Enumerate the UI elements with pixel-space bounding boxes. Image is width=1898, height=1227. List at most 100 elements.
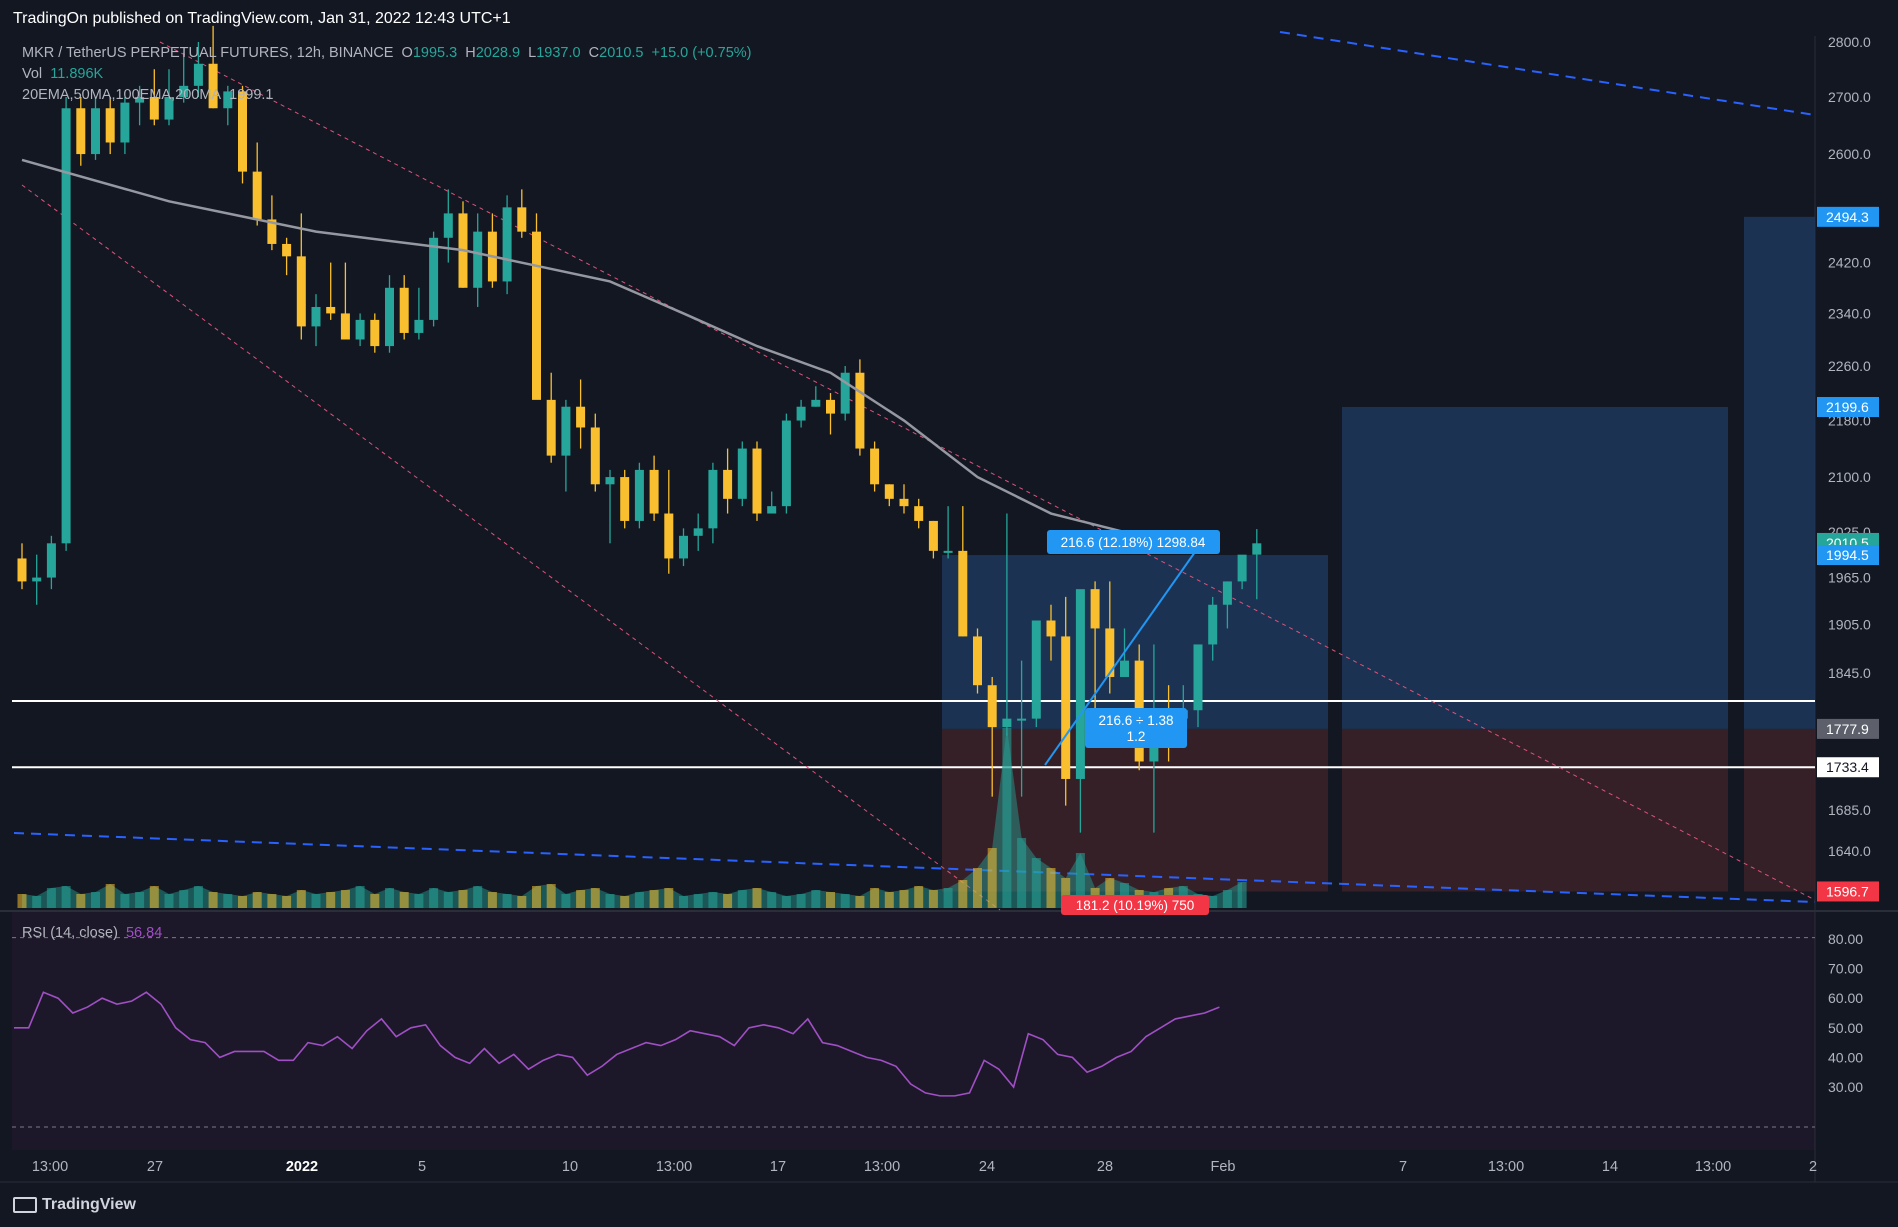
candle-body: [532, 231, 541, 400]
volume-bar: [576, 890, 586, 908]
rsi-tick: 30.00: [1828, 1079, 1863, 1095]
time-tick: 10: [562, 1159, 578, 1175]
volume-bar: [487, 892, 497, 908]
volume-bar: [987, 848, 997, 908]
price-tick: 1905.0: [1828, 616, 1871, 632]
candle-body: [91, 108, 100, 155]
volume-bar: [1061, 878, 1071, 908]
candle-body: [238, 91, 247, 172]
volume-bar: [737, 890, 747, 908]
dashed-resistance-line: [1279, 31, 1816, 116]
candle-body: [752, 448, 762, 514]
target-label-box: [1047, 530, 1220, 554]
publish-info: TradingOn published on TradingView.com, …: [13, 10, 511, 27]
candle-body: [473, 231, 483, 288]
volume-bar: [605, 894, 615, 908]
candle-body: [914, 506, 924, 521]
volume-bar: [164, 894, 174, 908]
candle-body: [546, 399, 556, 456]
candle-body: [76, 108, 86, 155]
vol-value: 11.896K: [50, 66, 104, 82]
volume-bar: [811, 890, 821, 908]
candle-body: [32, 577, 42, 582]
open-value: 1995.3: [412, 45, 458, 61]
candle-body: [149, 97, 159, 120]
candle-body: [561, 406, 571, 456]
volume-bar: [385, 888, 394, 908]
rsi-tick: 50.00: [1828, 1020, 1863, 1036]
volume-bar: [46, 888, 56, 908]
volume-bar: [693, 894, 703, 908]
candle-body: [135, 97, 145, 103]
candle-body: [517, 207, 527, 232]
volume-bar: [928, 890, 938, 908]
volume-bar: [370, 894, 380, 908]
ma-value: 1999.1: [229, 87, 274, 103]
volume-bar: [1075, 853, 1085, 908]
volume-bar: [76, 894, 86, 908]
volume-bar: [884, 892, 894, 908]
stop-zone: [1744, 728, 1815, 892]
candle-body: [1208, 604, 1218, 645]
candle-body: [296, 256, 306, 327]
volume-bar: [1105, 878, 1115, 908]
volume-bar: [179, 890, 189, 908]
time-tick: 2: [1809, 1159, 1817, 1175]
volume-bar: [193, 886, 203, 908]
high-label: H: [465, 45, 476, 61]
candle-body: [884, 484, 894, 499]
price-badge-label: 1994.5: [1826, 547, 1869, 563]
rsi-tick: 60.00: [1828, 990, 1863, 1006]
rsi-legend: RSI (14, close) 56.84: [22, 925, 162, 941]
publish-bar: TradingOn published on TradingView.com, …: [0, 0, 1898, 36]
volume-bar: [590, 888, 600, 908]
volume-bar: [1046, 868, 1056, 908]
time-tick: 14: [1602, 1159, 1618, 1175]
volume-bar: [296, 890, 306, 908]
volume-bar: [781, 896, 791, 908]
volume-bar: [1002, 728, 1012, 908]
time-tick: 7: [1399, 1159, 1407, 1175]
candle-body: [1090, 589, 1100, 629]
candle-body: [267, 219, 277, 244]
price-badge: [1817, 545, 1879, 566]
price-badge-label: 1777.9: [1826, 721, 1869, 737]
volume-bar: [311, 894, 321, 908]
price-badge: [1817, 881, 1879, 902]
volume-bar: [120, 894, 130, 908]
candle-body: [429, 237, 439, 320]
candle-body: [1120, 660, 1129, 677]
candle-body: [928, 520, 938, 551]
price-badge: [1817, 757, 1879, 778]
candle-body: [826, 399, 835, 414]
ma-legend: 20EMA,50MA,100EMA,200MA 1999.1: [22, 87, 274, 103]
volume-bar: [267, 894, 277, 908]
candle-body: [796, 406, 806, 421]
price-badge: [1817, 718, 1879, 739]
volume-bar: [17, 894, 27, 908]
price-badge-label: 2494.3: [1826, 209, 1869, 225]
time-tick: 13:00: [656, 1159, 692, 1175]
candle-body: [958, 550, 968, 637]
volume-bar: [149, 886, 159, 908]
volume-bar: [32, 896, 42, 908]
tradingview-logo[interactable]: TradingView: [13, 1196, 136, 1214]
volume-bar: [135, 892, 145, 908]
time-tick: 13:00: [32, 1159, 68, 1175]
candle-body: [223, 91, 233, 109]
price-tick: 2420.0: [1828, 255, 1871, 271]
volume-bar: [340, 890, 350, 908]
candle-body: [723, 469, 733, 499]
candle-body: [1046, 620, 1056, 637]
volume-bar: [458, 890, 468, 908]
candle-body: [973, 636, 982, 686]
volume-bar: [208, 892, 218, 908]
candle-body: [414, 319, 424, 333]
brand-label: TradingView: [42, 1196, 136, 1213]
high-value: 2028.9: [475, 45, 521, 61]
volume-bar: [958, 880, 968, 908]
volume-bar: [723, 894, 733, 908]
candle-body: [649, 469, 659, 514]
rsi-tick: 70.00: [1828, 961, 1863, 977]
